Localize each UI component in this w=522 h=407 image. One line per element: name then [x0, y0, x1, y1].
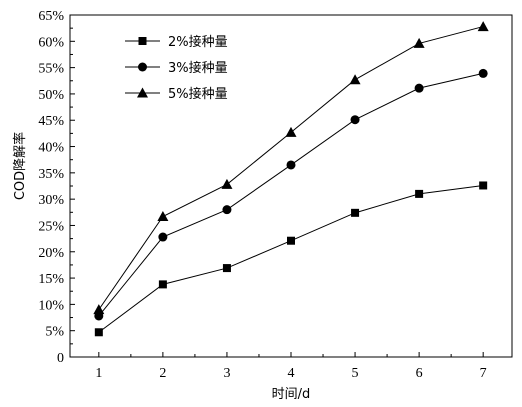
data-point: [477, 21, 489, 32]
y-tick-label: 5%: [45, 325, 64, 340]
data-point: [478, 68, 488, 78]
plot-frame: [69, 14, 513, 358]
legend-item: 5%接种量: [125, 86, 228, 102]
series-layer: [93, 21, 489, 337]
legend-item: 3%接种量: [125, 60, 228, 76]
y-tick-label: 65%: [38, 9, 64, 24]
y-tick-label: 20%: [38, 246, 64, 261]
data-point: [94, 328, 103, 337]
axes: 0 5% 10% 15% 20% 25% 30% 35% 40% 45% 50% 55% 60% 65% 1…: [38, 9, 513, 381]
y-tick-label: 15%: [38, 272, 64, 287]
series-line: [98, 184, 484, 333]
x-tick-label: 2: [159, 366, 166, 381]
x-tick-label: 4: [288, 366, 295, 381]
data-point: [158, 232, 168, 242]
legend-label: 2%接种量: [168, 34, 228, 50]
legend-marker: [138, 62, 147, 72]
series-3: [93, 21, 489, 315]
x-tick-label: 3: [223, 366, 230, 381]
y-tick-label: 50%: [38, 88, 64, 103]
x-axis-title: 时间/d: [272, 387, 311, 402]
y-tick-label: 40%: [38, 141, 64, 156]
x-tick-label: 7: [480, 366, 487, 381]
y-tick-label: 55%: [38, 62, 64, 77]
data-point: [158, 280, 167, 289]
y-tick-label: 30%: [38, 193, 64, 208]
data-point: [351, 208, 360, 217]
y-tick-label: 0: [57, 351, 64, 366]
legend-label: 3%接种量: [168, 60, 228, 76]
y-tick-label: 60%: [38, 35, 64, 50]
series-line: [98, 72, 484, 317]
data-point: [414, 83, 424, 93]
data-point: [285, 126, 297, 137]
legend-marker: [137, 87, 148, 98]
y-tick-label: 35%: [38, 167, 64, 182]
data-point: [287, 236, 295, 245]
data-point: [350, 115, 360, 125]
data-point: [415, 189, 424, 198]
data-point: [349, 74, 361, 85]
x-tick-label: 1: [95, 366, 102, 381]
y-tick-label: 10%: [38, 298, 64, 313]
series-1: [94, 181, 488, 337]
x-tick-label: 5: [352, 366, 359, 381]
data-point: [93, 304, 105, 315]
legend-item: 2%接种量: [125, 34, 228, 50]
legend-marker: [138, 37, 147, 45]
series-2: [94, 68, 488, 321]
data-point: [222, 205, 232, 215]
data-point: [286, 160, 296, 170]
legend: 2%接种量 3%接种量 5%接种量: [125, 34, 228, 102]
data-point: [157, 211, 169, 222]
data-point: [479, 181, 488, 190]
legend-label: 5%接种量: [168, 86, 228, 102]
y-axis-title: COD降解率: [12, 132, 28, 200]
data-point: [221, 178, 233, 189]
data-point: [222, 264, 231, 273]
y-tick-label: 45%: [38, 114, 64, 129]
data-point: [413, 37, 425, 48]
x-tick-label: 6: [416, 366, 423, 381]
y-tick-label: 25%: [38, 219, 64, 234]
